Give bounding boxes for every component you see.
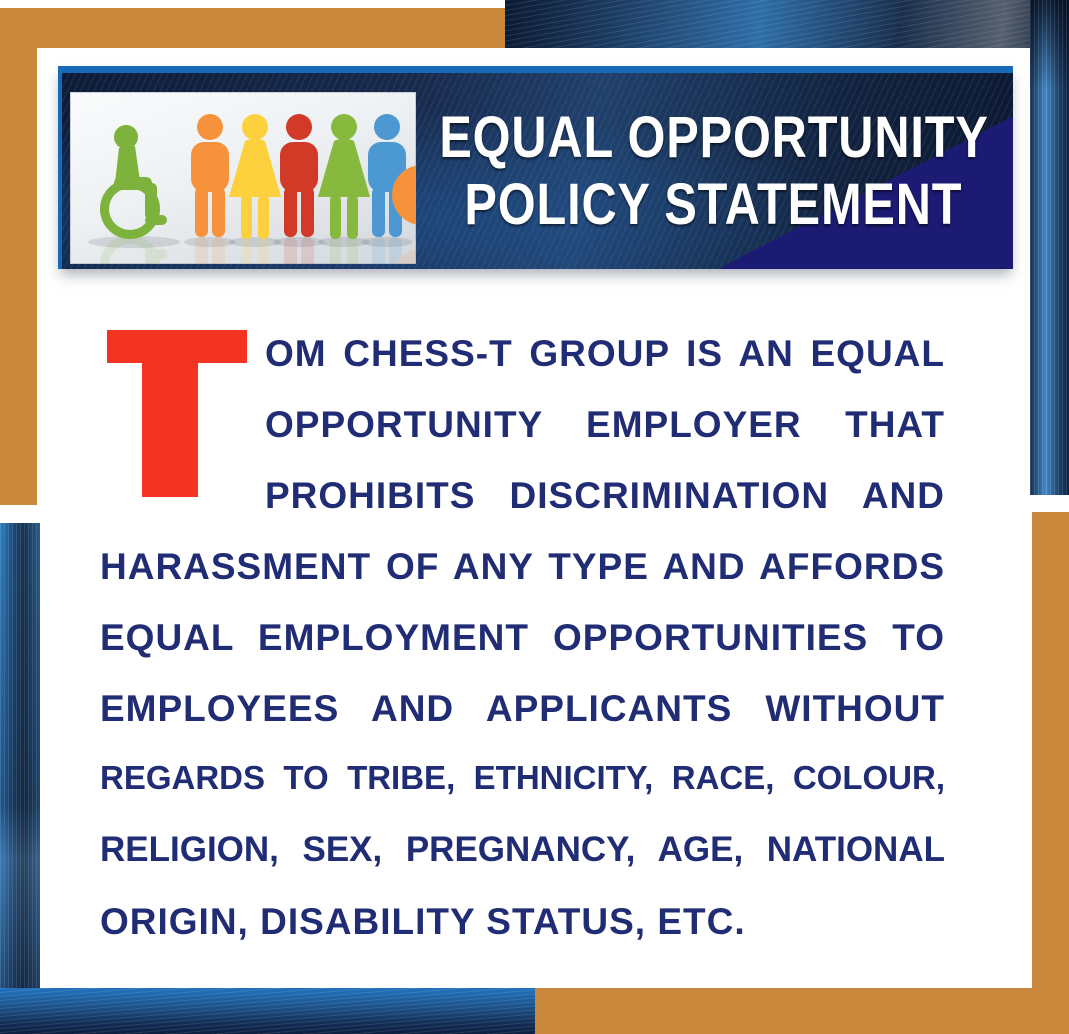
wheelchair-person-icon xyxy=(100,125,167,239)
dropcap-stem xyxy=(142,330,198,497)
partial-circle-icon xyxy=(392,165,416,225)
body-line: RELIGION, SEX, PREGNANCY, AGE, NATIONAL xyxy=(100,830,945,869)
frame-orange-bottom xyxy=(535,988,1069,1034)
diversity-people-illustration xyxy=(88,114,416,264)
body-line: ORIGIN, DISABILITY STATUS, ETC. xyxy=(100,901,746,942)
frame-orange-top xyxy=(10,8,505,48)
title-line-1: EQUAL OPPORTUNITY xyxy=(438,104,989,170)
woman-icon xyxy=(318,114,370,239)
body-line: PROHIBITS DISCRIMINATION AND xyxy=(265,475,945,516)
body-line: OPPORTUNITY EMPLOYER THAT xyxy=(265,404,945,445)
body-line: REGARDS TO TRIBE, ETHNICITY, RACE, COLOU… xyxy=(100,759,945,796)
man-icon xyxy=(191,114,229,237)
woman-icon xyxy=(229,114,281,239)
frame-blue-striped-bottom xyxy=(0,988,535,1034)
title-line-2: POLICY STATEMENT xyxy=(464,171,963,237)
diversity-clipart xyxy=(70,92,416,264)
dropcap-letter-t: T xyxy=(107,330,247,497)
man-icon xyxy=(280,114,318,237)
frame-navy-striped-top xyxy=(505,0,1069,48)
frame-orange-left xyxy=(0,8,37,505)
body-line: EMPLOYEES AND APPLICANTS WITHOUT xyxy=(100,688,945,729)
frame-blue-glossy-left xyxy=(0,523,40,1034)
body-line: HARASSMENT OF ANY TYPE AND AFFORDS xyxy=(100,546,945,587)
body-line: OM CHESS-T GROUP IS AN EQUAL xyxy=(265,333,945,374)
frame-blue-glossy-right xyxy=(1030,0,1069,495)
body-line: EQUAL EMPLOYMENT OPPORTUNITIES TO xyxy=(100,617,945,658)
frame-orange-right xyxy=(1032,512,1069,1034)
header-banner: EQUAL OPPORTUNITY POLICY STATEMENT xyxy=(58,66,1013,269)
poster-title: EQUAL OPPORTUNITY POLICY STATEMENT xyxy=(420,73,1007,269)
